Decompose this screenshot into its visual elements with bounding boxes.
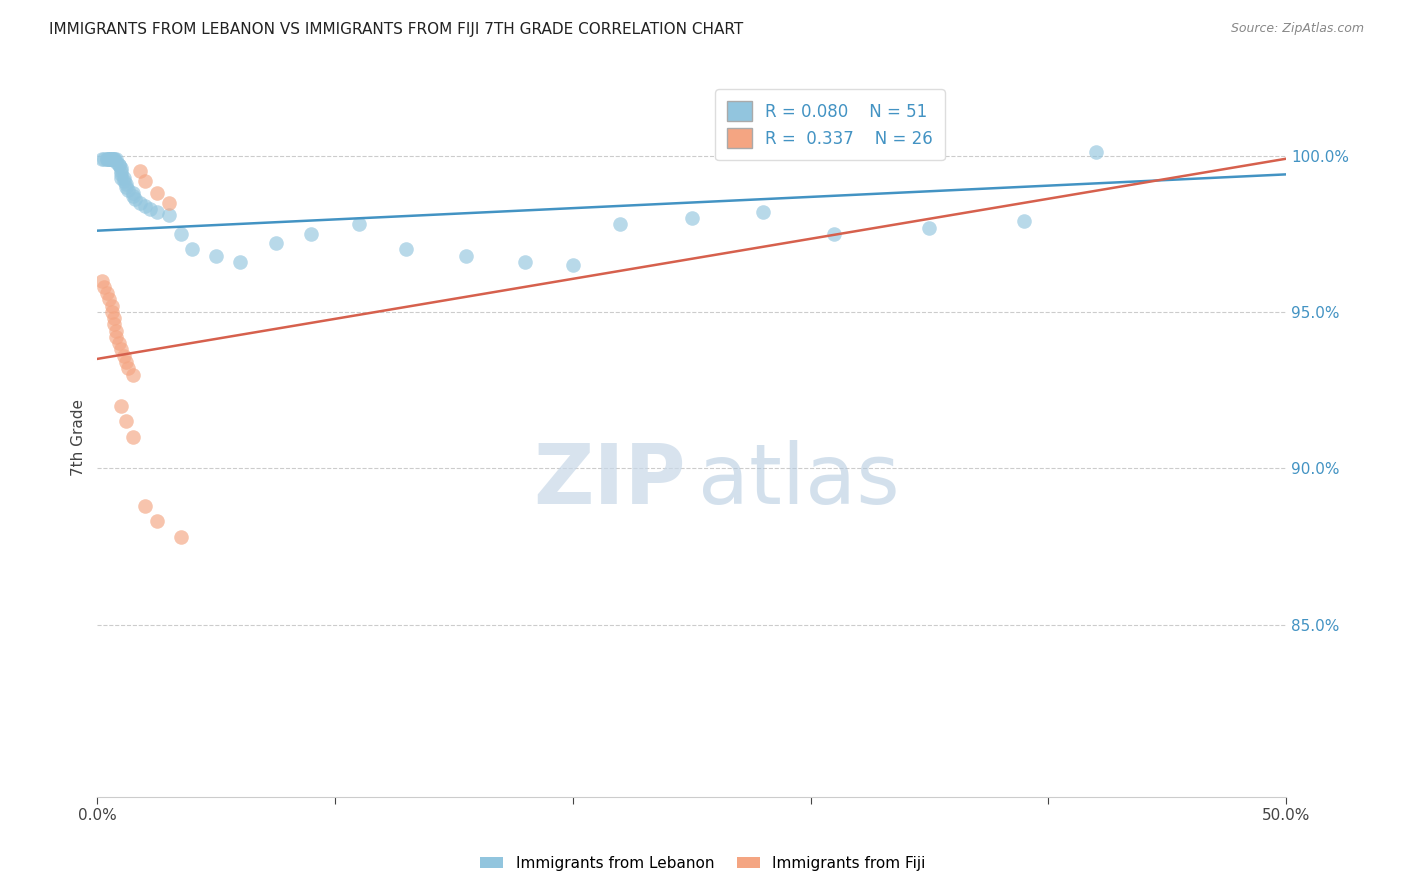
Point bbox=[105, 330, 128, 344]
Point bbox=[169, 530, 191, 544]
Point bbox=[169, 227, 191, 241]
Point bbox=[103, 311, 125, 326]
Point bbox=[98, 152, 121, 166]
Point bbox=[107, 158, 129, 172]
Point bbox=[96, 152, 118, 166]
Point bbox=[609, 218, 631, 232]
Point bbox=[110, 343, 132, 357]
Point bbox=[105, 154, 128, 169]
Point bbox=[100, 152, 122, 166]
Text: atlas: atlas bbox=[697, 440, 900, 521]
Text: Source: ZipAtlas.com: Source: ZipAtlas.com bbox=[1230, 22, 1364, 36]
Point bbox=[93, 152, 115, 166]
Point bbox=[112, 174, 135, 188]
Point bbox=[110, 161, 132, 175]
Point bbox=[122, 186, 145, 201]
Point bbox=[115, 355, 138, 369]
Point bbox=[103, 152, 125, 166]
Legend: Immigrants from Lebanon, Immigrants from Fiji: Immigrants from Lebanon, Immigrants from… bbox=[474, 850, 932, 877]
Point bbox=[117, 183, 139, 197]
Point bbox=[91, 274, 114, 288]
Point bbox=[1014, 214, 1036, 228]
Point bbox=[100, 152, 122, 166]
Point bbox=[103, 152, 125, 166]
Point bbox=[96, 152, 118, 166]
Point bbox=[129, 195, 152, 210]
Point bbox=[112, 349, 135, 363]
Point bbox=[561, 258, 583, 272]
Point bbox=[112, 170, 135, 185]
Point bbox=[103, 318, 125, 332]
Point bbox=[181, 243, 204, 257]
Point bbox=[157, 195, 180, 210]
Point bbox=[100, 305, 122, 319]
Point bbox=[347, 218, 370, 232]
Point bbox=[515, 255, 537, 269]
Point bbox=[96, 286, 118, 301]
Point bbox=[681, 211, 703, 226]
Y-axis label: 7th Grade: 7th Grade bbox=[72, 399, 86, 475]
Point bbox=[107, 336, 129, 351]
Point bbox=[146, 186, 169, 201]
Point bbox=[395, 243, 418, 257]
Point bbox=[134, 199, 156, 213]
Point bbox=[115, 414, 138, 428]
Point bbox=[122, 368, 145, 382]
Point bbox=[107, 158, 129, 172]
Point bbox=[110, 167, 132, 181]
Point bbox=[98, 152, 121, 166]
Point bbox=[918, 220, 941, 235]
Point bbox=[1084, 145, 1107, 160]
Point bbox=[134, 174, 156, 188]
Point bbox=[110, 399, 132, 413]
Point bbox=[134, 499, 156, 513]
Point bbox=[229, 255, 252, 269]
Point bbox=[264, 236, 287, 251]
Point bbox=[117, 361, 139, 376]
Text: IMMIGRANTS FROM LEBANON VS IMMIGRANTS FROM FIJI 7TH GRADE CORRELATION CHART: IMMIGRANTS FROM LEBANON VS IMMIGRANTS FR… bbox=[49, 22, 744, 37]
Point bbox=[205, 249, 228, 263]
Legend: R = 0.080    N = 51, R =  0.337    N = 26: R = 0.080 N = 51, R = 0.337 N = 26 bbox=[716, 89, 945, 160]
Point bbox=[129, 164, 152, 178]
Point bbox=[93, 280, 115, 294]
Point bbox=[146, 515, 169, 529]
Point bbox=[752, 205, 775, 219]
Point bbox=[100, 299, 122, 313]
Point bbox=[115, 177, 138, 191]
Point bbox=[91, 152, 114, 166]
Point bbox=[122, 189, 145, 203]
Point bbox=[823, 227, 845, 241]
Point bbox=[105, 324, 128, 338]
Point bbox=[110, 170, 132, 185]
Point bbox=[110, 164, 132, 178]
Point bbox=[100, 152, 122, 166]
Point bbox=[124, 193, 146, 207]
Point bbox=[138, 202, 160, 216]
Point bbox=[98, 293, 121, 307]
Point bbox=[105, 152, 128, 166]
Point bbox=[157, 208, 180, 222]
Point bbox=[98, 152, 121, 166]
Point bbox=[122, 430, 145, 444]
Point bbox=[454, 249, 477, 263]
Text: ZIP: ZIP bbox=[533, 440, 686, 521]
Point bbox=[146, 205, 169, 219]
Point bbox=[115, 180, 138, 194]
Point bbox=[299, 227, 322, 241]
